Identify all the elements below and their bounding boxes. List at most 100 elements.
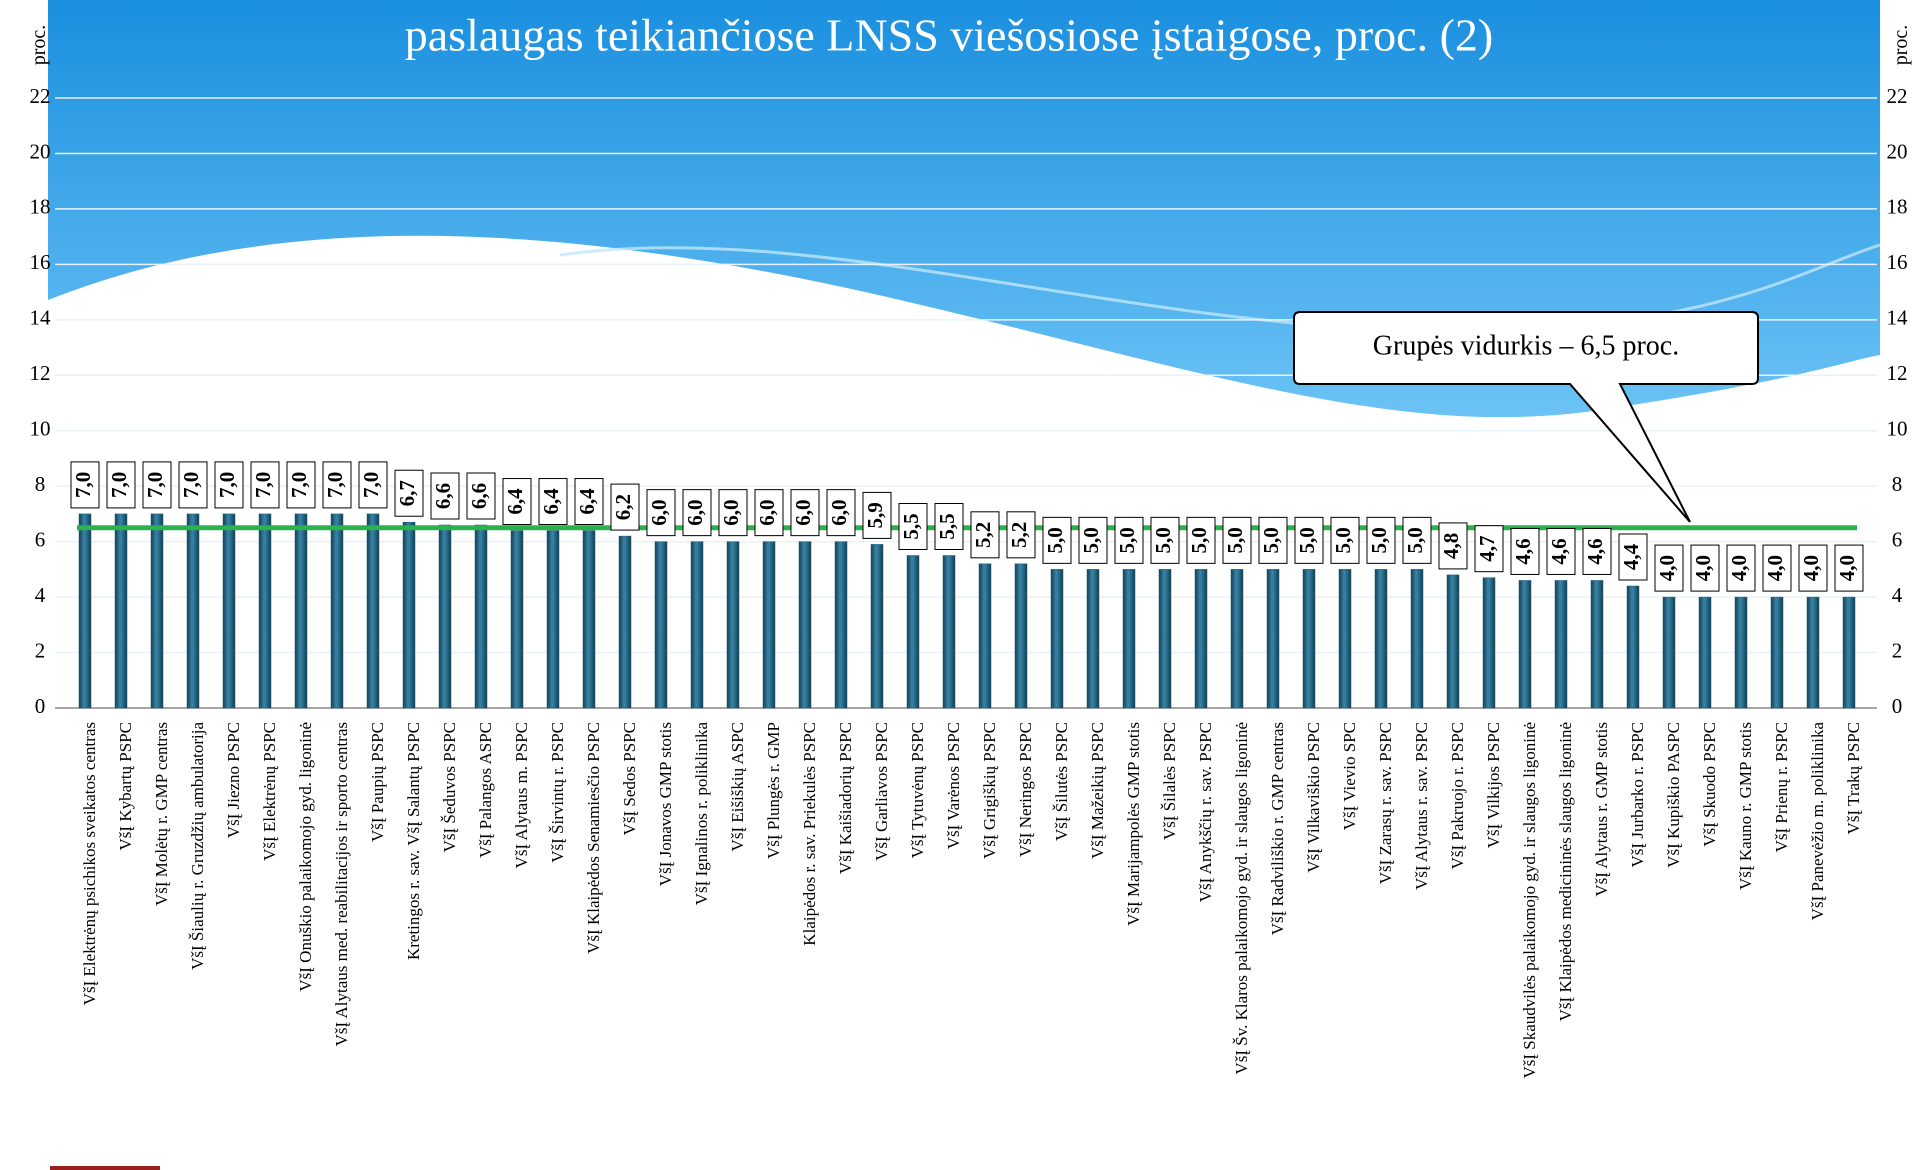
x-tick-label: VšĮ Alytaus m. PSPC <box>512 722 531 868</box>
bar <box>547 531 559 708</box>
y2-tick-label: 16 <box>1887 250 1908 274</box>
x-tick-label: VšĮ Molėtų r. GMP centras <box>152 722 171 906</box>
bar <box>871 544 883 708</box>
x-tick-label: Klaipėdos r. sav. Priekulės PSPC <box>800 722 819 946</box>
x-tick-label: VšĮ Paupių PSPC <box>368 722 387 842</box>
page: paslaugas teikiančiose LNSS viešosiose į… <box>0 0 1920 1170</box>
bar <box>511 531 523 708</box>
x-tick-label: VšĮ Grigiškių PSPC <box>980 722 999 859</box>
x-tick-label: VšĮ Kybartų PSPC <box>116 722 135 850</box>
value-label: 7,0 <box>143 472 167 498</box>
value-label: 4,0 <box>1835 555 1859 581</box>
bar <box>1807 597 1819 708</box>
bar <box>1555 580 1567 708</box>
bar <box>1087 569 1099 708</box>
bar <box>619 536 631 708</box>
value-label: 6,4 <box>503 488 527 515</box>
value-label: 5,0 <box>1295 527 1319 553</box>
value-label: 5,0 <box>1223 527 1247 553</box>
bar <box>1159 569 1171 708</box>
bar <box>1591 580 1603 708</box>
bar <box>1519 580 1531 708</box>
bar <box>1339 569 1351 708</box>
y2-tick-label: 12 <box>1887 361 1908 385</box>
y2-tick-label: 18 <box>1887 195 1908 219</box>
x-tick-label: VšĮ Alytaus med. reabilitacijos ir sport… <box>332 722 351 1046</box>
x-tick-label: VšĮ Jurbarko r. PSPC <box>1628 722 1647 867</box>
x-tick-label: VšĮ Šilalės PSPC <box>1160 722 1179 840</box>
value-label: 5,0 <box>1331 527 1355 553</box>
y-tick-label: 10 <box>30 417 51 441</box>
bar <box>655 542 667 708</box>
value-label: 5,0 <box>1403 527 1427 553</box>
y-tick-label: 20 <box>30 139 51 163</box>
annotation: Grupės vidurkis – 6,5 proc. <box>1373 330 1679 361</box>
value-label: 4,0 <box>1763 555 1787 581</box>
y2-tick-label: 14 <box>1887 306 1909 330</box>
x-tick-label: VšĮ Anykščių r. sav. PSPC <box>1196 722 1215 902</box>
x-tick-label: VšĮ Vilkijos PSPC <box>1484 722 1503 848</box>
y2-tick-label: 10 <box>1887 417 1908 441</box>
value-label: 6,0 <box>755 500 779 526</box>
x-tick-label: VšĮ Klaipėdos medicininės slaugos ligoni… <box>1556 722 1575 1021</box>
x-tick-label: VšĮ Pakruojo r. PSPC <box>1448 722 1467 869</box>
value-label: 4,0 <box>1691 555 1715 581</box>
x-tick-label: VšĮ Jiezno PSPC <box>224 722 243 838</box>
value-label: 6,0 <box>791 500 815 526</box>
bar <box>691 542 703 708</box>
x-tick-label: VšĮ Vilkaviškio PSPC <box>1304 722 1323 873</box>
x-tick-label: VšĮ Jonavos GMP stotis <box>656 722 675 886</box>
value-label: 5,5 <box>935 513 959 539</box>
x-tick-label: VšĮ Trakų PSPC <box>1844 722 1863 834</box>
x-tick-label: Kretingos r. sav. VšĮ Salantų PSPC <box>404 722 423 960</box>
bar <box>403 522 415 708</box>
value-label: 5,0 <box>1115 527 1139 553</box>
value-label: 5,2 <box>971 522 995 548</box>
value-label: 5,5 <box>899 513 923 539</box>
bar <box>1699 597 1711 708</box>
value-label: 6,0 <box>827 500 851 526</box>
value-label: 4,0 <box>1799 555 1823 581</box>
bar <box>295 514 307 708</box>
value-label: 4,6 <box>1511 538 1535 564</box>
y2-tick-label: 2 <box>1892 638 1903 662</box>
x-tick-label: VšĮ Sedos PSPC <box>620 722 639 835</box>
y-tick-label: 8 <box>35 472 46 496</box>
y-axis-label: proc. <box>28 25 50 66</box>
x-tick-label: VšĮ Šiaulių r. Gruzdžių ambulatorija <box>188 722 207 970</box>
bar <box>79 514 91 708</box>
bar <box>1627 586 1639 708</box>
bar <box>583 531 595 708</box>
x-tick-label: VšĮ Kupiškio PASPC <box>1664 722 1683 868</box>
x-tick-label: VšĮ Skaudvilės palaikomojo gyd. ir slaug… <box>1520 722 1539 1079</box>
value-label: 5,0 <box>1043 527 1067 553</box>
x-tick-label: VšĮ Tytuvėnų PSPC <box>908 722 927 858</box>
y-tick-label: 6 <box>35 527 46 551</box>
bar <box>1303 569 1315 708</box>
bar <box>223 514 235 708</box>
value-label: 6,0 <box>683 500 707 526</box>
x-tick-label: VšĮ Radviliškio r. GMP centras <box>1268 722 1287 935</box>
x-tick-label: VšĮ Marijampolės GMP stotis <box>1124 722 1143 926</box>
value-label: 7,0 <box>359 472 383 498</box>
value-label: 4,7 <box>1475 536 1499 562</box>
bar <box>763 542 775 708</box>
x-tick-label: VšĮ Eišiškių ASPC <box>728 722 747 851</box>
value-label: 7,0 <box>179 472 203 498</box>
bar <box>187 514 199 708</box>
bar <box>1231 569 1243 708</box>
bar <box>1375 569 1387 708</box>
x-tick-label: VšĮ Zarasų r. sav. PSPC <box>1376 722 1395 884</box>
chart-title: paslaugas teikiančiose LNSS viešosiose į… <box>405 10 1493 61</box>
value-label: 6,2 <box>611 494 635 520</box>
y2-tick-label: 6 <box>1892 527 1903 551</box>
bar <box>727 542 739 708</box>
value-label: 5,0 <box>1079 527 1103 553</box>
bar <box>115 514 127 708</box>
chart: paslaugas teikiančiose LNSS viešosiose į… <box>0 0 1920 1170</box>
y2-tick-label: 22 <box>1887 84 1908 108</box>
y2-tick-label: 4 <box>1892 583 1903 607</box>
value-label: 6,0 <box>647 500 671 526</box>
bar <box>1447 575 1459 708</box>
bar <box>1735 597 1747 708</box>
